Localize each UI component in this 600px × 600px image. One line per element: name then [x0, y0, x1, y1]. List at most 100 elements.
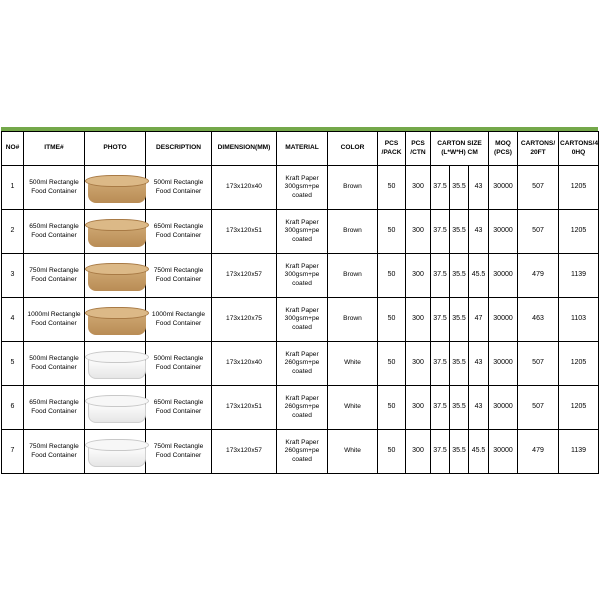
table-row: 4 1000ml Rectangle Food Container 1000ml…: [1, 297, 600, 342]
cell-item: 500ml Rectangle Food Container: [23, 341, 85, 386]
cell-moq: 30000: [488, 341, 519, 386]
cell-cartons-20ft: 479: [517, 429, 560, 474]
cell-carton-width: 35.5: [449, 429, 469, 474]
cell-material: Kraft Paper 300gsm+pe coated: [276, 297, 328, 342]
cell-pcs-pack: 50: [377, 429, 406, 474]
cell-carton-length: 37.5: [430, 297, 450, 342]
cell-carton-height: 47: [467, 297, 490, 342]
cell-moq: 30000: [488, 297, 519, 342]
white-rectangle-container-photo: [85, 392, 149, 423]
cell-item: 500ml Rectangle Food Container: [23, 165, 85, 210]
cell-description: 650ml Rectangle Food Container: [145, 209, 212, 254]
cell-moq: 30000: [488, 209, 519, 254]
cell-carton-height: 45.5: [467, 253, 490, 298]
table-row: 6 650ml Rectangle Food Container 650ml R…: [1, 385, 600, 430]
cell-photo: [84, 297, 149, 342]
cell-material: Kraft Paper 260gsm+pe coated: [276, 429, 328, 474]
header-carton-size: CARTON SIZE (L*W*H) CM: [429, 131, 490, 166]
cell-cartons-20ft: 507: [517, 209, 560, 254]
cell-cartons-20ft: 479: [517, 253, 560, 298]
cell-description: 750ml Rectangle Food Container: [145, 253, 212, 298]
cell-moq: 30000: [488, 385, 519, 430]
cell-color: White: [327, 429, 378, 474]
cell-pcs-pack: 50: [377, 209, 406, 254]
cell-cartons-20ft: 507: [517, 385, 560, 430]
cell-pcs-ctn: 300: [405, 385, 431, 430]
cell-photo: [84, 385, 149, 430]
cell-no: 2: [1, 209, 24, 254]
cell-description: 750ml Rectangle Food Container: [145, 429, 212, 474]
cell-item: 650ml Rectangle Food Container: [23, 209, 85, 254]
brown-rectangle-container-photo: [85, 260, 149, 291]
cell-description: 650ml Rectangle Food Container: [145, 385, 212, 430]
cell-pcs-ctn: 300: [405, 253, 431, 298]
cell-no: 5: [1, 341, 24, 386]
header-pcs-ctn: PCS /CTN: [405, 131, 431, 166]
cell-carton-length: 37.5: [430, 385, 450, 430]
cell-no: 7: [1, 429, 24, 474]
cell-cartons-40hq: 1205: [558, 165, 600, 210]
cell-pcs-pack: 50: [377, 253, 406, 298]
cell-photo: [84, 341, 149, 386]
cell-no: 3: [1, 253, 24, 298]
cell-pcs-ctn: 300: [405, 209, 431, 254]
cell-carton-height: 43: [467, 209, 490, 254]
header-item: ITME#: [23, 131, 85, 166]
cell-dimension: 173x120x51: [211, 385, 277, 430]
cell-pcs-ctn: 300: [405, 429, 431, 474]
cell-material: Kraft Paper 300gsm+pe coated: [276, 165, 328, 210]
cell-pcs-pack: 50: [377, 297, 406, 342]
cell-item: 1000ml Rectangle Food Container: [23, 297, 85, 342]
cell-pcs-pack: 50: [377, 385, 406, 430]
brown-rectangle-container-photo: [85, 172, 149, 203]
header-no: NO#: [1, 131, 24, 166]
header-cartons-20ft: CARTONS/ 20FT: [517, 131, 560, 166]
cell-moq: 30000: [488, 165, 519, 210]
cell-pcs-pack: 50: [377, 341, 406, 386]
cell-material: Kraft Paper 300gsm+pe coated: [276, 209, 328, 254]
header-material: MATERIAL: [276, 131, 328, 166]
cell-color: White: [327, 385, 378, 430]
cell-carton-width: 35.5: [449, 341, 469, 386]
cell-pcs-ctn: 300: [405, 341, 431, 386]
cell-no: 6: [1, 385, 24, 430]
table-row: 7 750ml Rectangle Food Container 750ml R…: [1, 429, 600, 474]
cell-pcs-ctn: 300: [405, 297, 431, 342]
brown-rectangle-container-photo: [85, 304, 149, 335]
cell-carton-width: 35.5: [449, 209, 469, 254]
cell-carton-length: 37.5: [430, 253, 450, 298]
cell-dimension: 173x120x57: [211, 429, 277, 474]
cell-carton-height: 43: [467, 165, 490, 210]
cell-photo: [84, 253, 149, 298]
cell-item: 650ml Rectangle Food Container: [23, 385, 85, 430]
cell-cartons-20ft: 507: [517, 165, 560, 210]
cell-cartons-20ft: 507: [517, 341, 560, 386]
header-dimension: DIMENSION(MM): [211, 131, 277, 166]
cell-photo: [84, 165, 149, 210]
cell-no: 4: [1, 297, 24, 342]
cell-color: Brown: [327, 253, 378, 298]
green-top-bar: [1, 127, 598, 131]
header-photo: PHOTO: [84, 131, 146, 166]
product-spec-sheet: NO# ITME# PHOTO DESCRIPTION DIMENSION(MM…: [1, 127, 600, 474]
cell-cartons-40hq: 1139: [558, 429, 600, 474]
cell-carton-length: 37.5: [430, 429, 450, 474]
table-row: 2 650ml Rectangle Food Container 650ml R…: [1, 209, 600, 254]
header-color: COLOR: [327, 131, 378, 166]
cell-cartons-40hq: 1139: [558, 253, 600, 298]
cell-cartons-40hq: 1205: [558, 385, 600, 430]
brown-rectangle-container-photo: [85, 216, 149, 247]
cell-carton-width: 35.5: [449, 385, 469, 430]
cell-dimension: 173x120x57: [211, 253, 277, 298]
header-description: DESCRIPTION: [145, 131, 212, 166]
cell-no: 1: [1, 165, 24, 210]
cell-item: 750ml Rectangle Food Container: [23, 253, 85, 298]
cell-cartons-40hq: 1205: [558, 209, 600, 254]
table-row: 3 750ml Rectangle Food Container 750ml R…: [1, 253, 600, 298]
cell-carton-length: 37.5: [430, 165, 450, 210]
cell-photo: [84, 429, 149, 474]
cell-description: 500ml Rectangle Food Container: [145, 341, 212, 386]
cell-cartons-40hq: 1103: [558, 297, 600, 342]
header-moq: MOQ (PCS): [488, 131, 519, 166]
cell-dimension: 173x120x75: [211, 297, 277, 342]
